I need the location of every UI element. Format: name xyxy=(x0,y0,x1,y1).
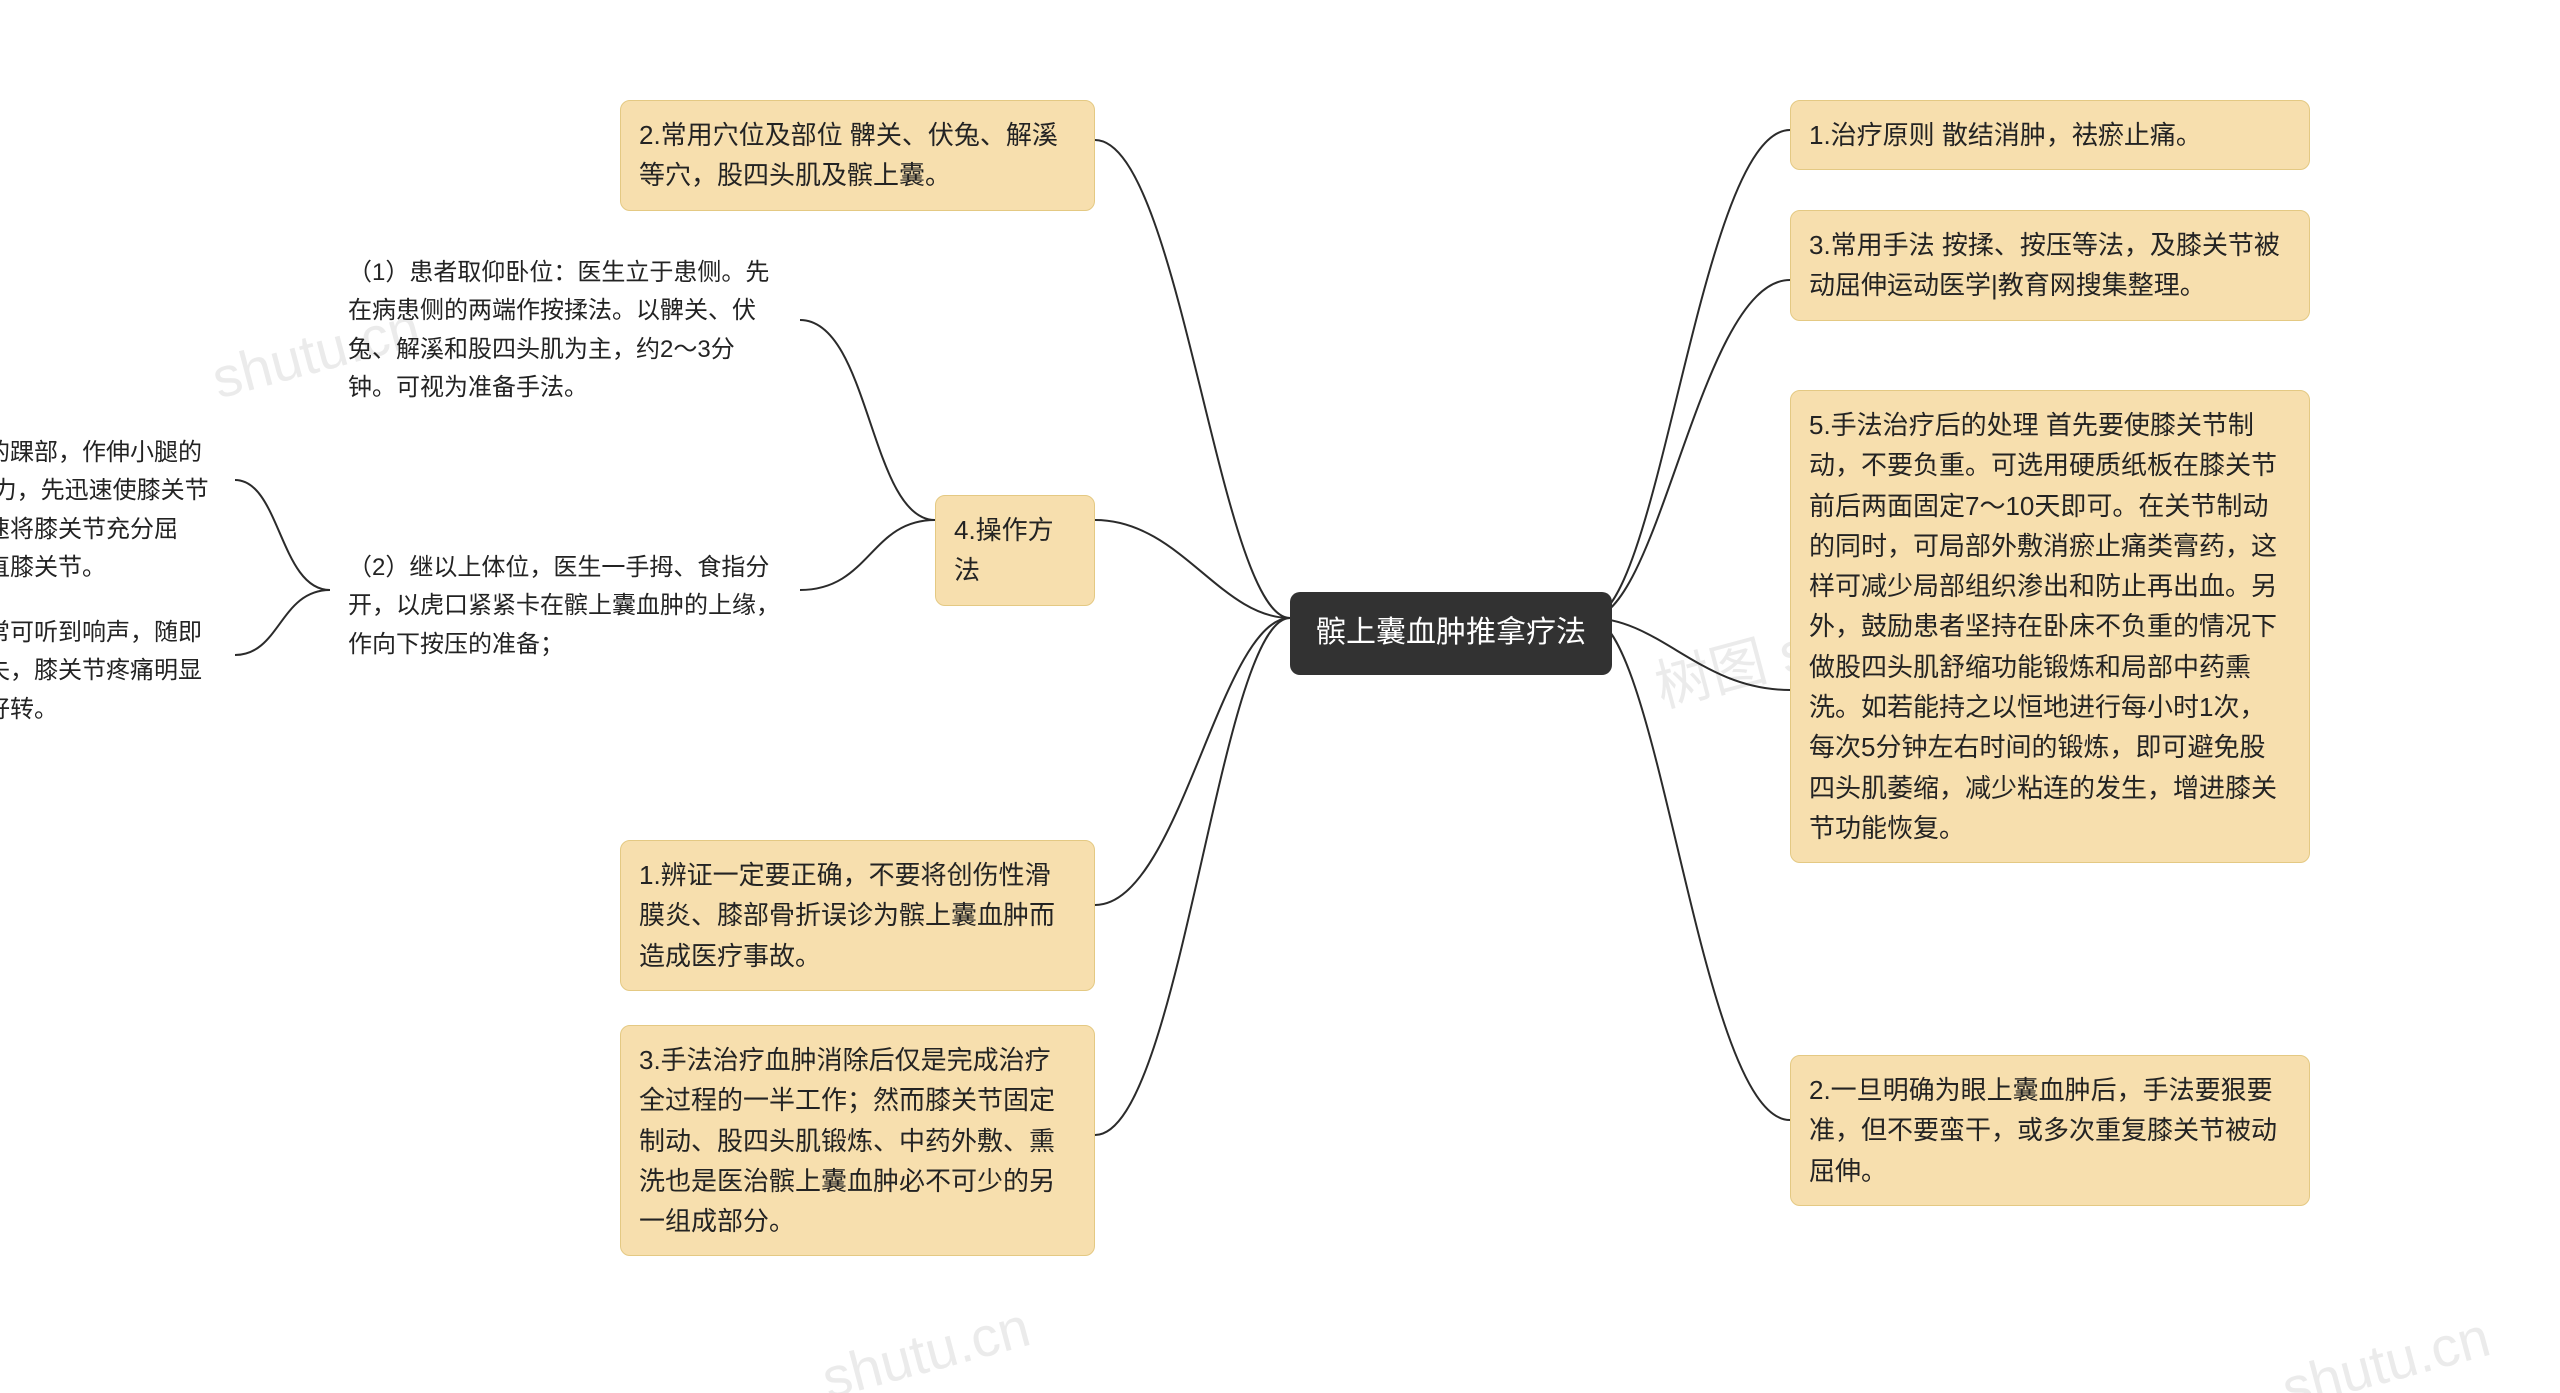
right-node-methods: 3.常用手法 按揉、按压等法，及膝关节被动屈伸运动医学|教育网搜集整理。 xyxy=(1790,210,2310,321)
right-node-post-treatment: 5.手法治疗后的处理 首先要使膝关节制动，不要负重。可选用硬质纸板在膝关节前后两… xyxy=(1790,390,2310,863)
root-node: 髌上囊血肿推拿疗法 xyxy=(1290,592,1612,675)
right-node-caution: 2.一旦明确为眼上囊血肿后，手法要狠要准，但不要蛮干，或多次重复膝关节被动屈伸。 xyxy=(1790,1055,2310,1206)
left-node-aftercare: 3.手法治疗血肿消除后仅是完成治疗全过程的一半工作；然而膝关节固定制动、股四头肌… xyxy=(620,1025,1095,1256)
left-plain-step2b: 在治疗过程中，常可听到响声，随即髌上囊的肿块消失，膝关节疼痛明显减轻，活动亦有好… xyxy=(0,600,235,743)
left-node-acupoints: 2.常用穴位及部位 髀关、伏兔、解溪等穴，股四头肌及髌上囊。 xyxy=(620,100,1095,211)
watermark: shutu.cn xyxy=(2275,1304,2496,1393)
watermark: shutu.cn xyxy=(815,1294,1036,1393)
left-plain-step2a: 另一手握紧患肢的踝部，作伸小腿的准备 两手配合用力，先迅速使膝关节过伸，然后再急… xyxy=(0,420,235,602)
left-plain-step2: （2）继以上体位，医生一手拇、食指分开，以虎口紧紧卡在髌上囊血肿的上缘，作向下按… xyxy=(330,535,800,678)
left-node-diagnosis: 1.辨证一定要正确，不要将创伤性滑膜炎、膝部骨折误诊为髌上囊血肿而造成医疗事故。 xyxy=(620,840,1095,991)
right-node-principle: 1.治疗原则 散结消肿，祛瘀止痛。 xyxy=(1790,100,2310,170)
left-plain-step1: （1）患者取仰卧位：医生立于患侧。先在病患侧的两端作按揉法。以髀关、伏兔、解溪和… xyxy=(330,240,800,422)
left-node-operation: 4.操作方法 xyxy=(935,495,1095,606)
